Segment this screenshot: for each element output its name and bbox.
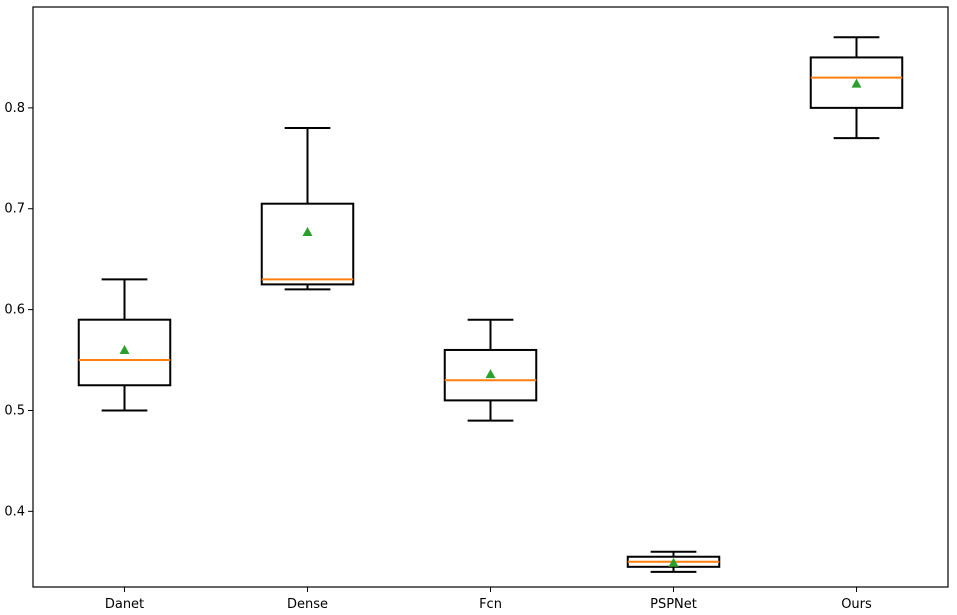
- y-axis: 0.4 0.5 0.6 0.7 0.8: [4, 101, 33, 519]
- box-pspnet: [626, 550, 721, 573]
- box-ours: [809, 36, 904, 140]
- y-tick-label: 0.8: [4, 101, 25, 116]
- iqr-box: [260, 202, 355, 286]
- x-tick-label: Danet: [105, 597, 144, 612]
- y-tick-label: 0.7: [4, 202, 25, 217]
- y-tick-label: 0.5: [4, 403, 25, 418]
- x-tick-label: Dense: [287, 597, 328, 612]
- x-tick-label: Fcn: [479, 597, 502, 612]
- x-tick-label: PSPNet: [650, 597, 697, 612]
- mean-marker: [485, 369, 496, 379]
- mean-marker: [851, 78, 862, 88]
- mean-marker: [119, 344, 130, 354]
- mean-marker: [302, 226, 313, 236]
- x-axis: Danet Dense Fcn PSPNet Ours: [105, 587, 872, 612]
- box-fcn: [443, 318, 538, 422]
- y-tick-label: 0.6: [4, 303, 25, 318]
- box-danet: [77, 278, 172, 412]
- box-dense: [260, 127, 355, 291]
- x-tick-label: Ours: [841, 597, 872, 612]
- box-series: [77, 36, 904, 573]
- y-tick-label: 0.4: [4, 504, 25, 519]
- mean-marker: [668, 557, 679, 567]
